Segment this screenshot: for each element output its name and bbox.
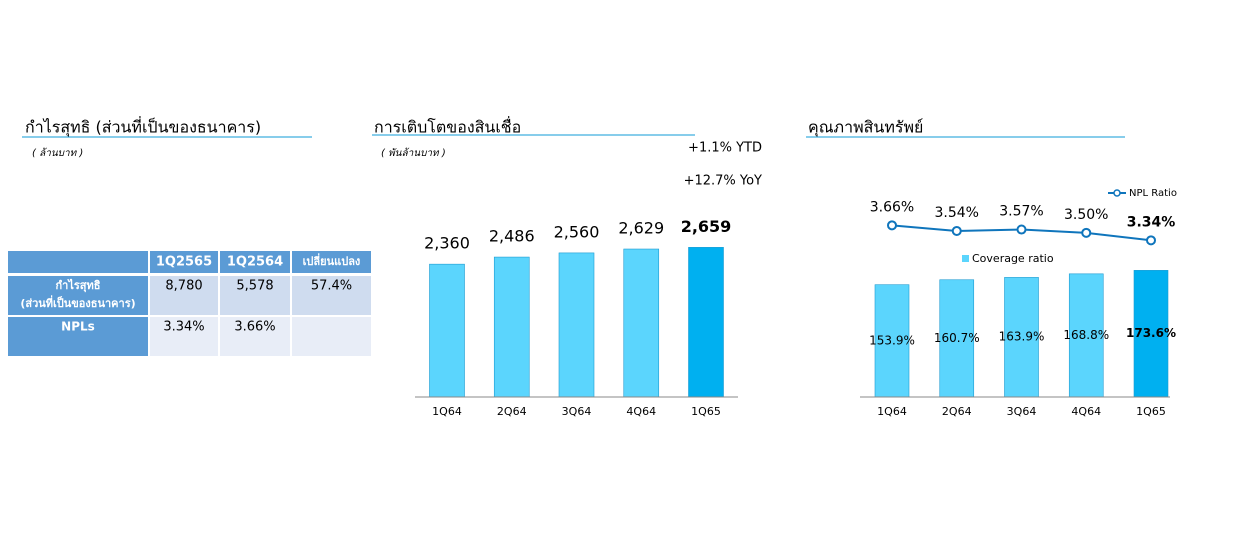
bar: [1133, 270, 1169, 398]
table-header-cell: [150, 251, 218, 273]
data-label: 2,486: [489, 227, 535, 246]
x-tick-label: 2Q64: [942, 405, 972, 418]
bar: [1004, 277, 1039, 398]
table-header-cell: [220, 251, 290, 273]
legend-label: NPL Ratio: [1129, 188, 1177, 199]
table-cell: [8, 317, 148, 356]
table-header-cell: [292, 251, 371, 273]
data-label: 168.8%: [1063, 328, 1109, 342]
x-tick-label: 1Q64: [877, 405, 907, 418]
data-label: 3.34%: [1127, 214, 1176, 230]
table-cell: [8, 276, 148, 315]
table-cell: [292, 276, 371, 315]
section-title: กำไรสุทธิ (ส่วนที่เป็นของธนาคาร): [25, 116, 261, 138]
section-title: คุณภาพสินทรัพย์: [808, 118, 923, 138]
table-cell-text: 3.34%: [163, 320, 204, 335]
x-tick-label: 1Q64: [432, 405, 462, 418]
table-cell: [150, 317, 218, 356]
data-label: 3.50%: [1064, 207, 1108, 223]
legend-swatch: [962, 255, 969, 262]
bar: [939, 279, 975, 398]
x-tick-label: 3Q64: [562, 405, 592, 418]
bar: [874, 284, 910, 398]
annotation: +1.1% YTD: [688, 141, 762, 156]
unit-label: ( พันล้านบาท ): [381, 147, 446, 159]
x-tick-label: 1Q65: [1136, 405, 1166, 418]
table-header-cell: [8, 251, 148, 273]
x-tick-label: 3Q64: [1007, 405, 1037, 418]
bar: [688, 247, 724, 398]
table-header-text: 1Q2565: [156, 255, 212, 270]
x-tick-label: 4Q64: [626, 405, 656, 418]
legend-label: Coverage ratio: [972, 252, 1054, 265]
line-marker: [1081, 227, 1092, 238]
bar: [1068, 273, 1104, 398]
table-cell-text: 3.66%: [234, 320, 275, 335]
section-title: การเติบโตของสินเชื่อ: [374, 116, 521, 137]
table-cell: [292, 317, 371, 356]
data-label: 173.6%: [1126, 326, 1176, 340]
line-marker: [1016, 224, 1027, 235]
bar: [429, 263, 465, 398]
table-cell: [150, 276, 218, 315]
table-cell-text: 8,780: [165, 279, 202, 294]
line-marker: [1146, 235, 1156, 246]
data-label: 3.57%: [999, 204, 1043, 220]
line-marker: [951, 225, 962, 236]
table-cell-text: 57.4%: [311, 279, 352, 294]
unit-label: ( ล้านบาท ): [32, 147, 83, 159]
data-label: 2,560: [554, 222, 600, 241]
table-cell: [220, 317, 290, 356]
x-tick-label: 1Q65: [691, 405, 721, 418]
data-label: 2,659: [681, 217, 732, 236]
x-tick-label: 4Q64: [1071, 405, 1101, 418]
annotation: +12.7% YoY: [684, 174, 762, 189]
table-row-label: NPLs: [61, 320, 95, 334]
table-row-label: (ส่วนที่เป็นของธนาคาร): [20, 295, 135, 310]
table-cell-text: 5,578: [236, 279, 273, 294]
data-label: 163.9%: [999, 330, 1045, 344]
data-label: 3.66%: [870, 199, 914, 215]
bar: [623, 248, 660, 398]
bar: [558, 252, 595, 398]
data-label: 3.54%: [935, 205, 979, 221]
data-label: 153.9%: [869, 333, 915, 347]
data-label: 160.7%: [934, 331, 980, 345]
bar: [493, 256, 530, 398]
table-header-text: 1Q2564: [227, 255, 283, 270]
table-header-text: เปลี่ยนแปลง: [303, 253, 361, 268]
x-tick-label: 2Q64: [497, 405, 527, 418]
line-marker: [887, 220, 897, 231]
data-label: 2,629: [618, 219, 664, 238]
table-cell: [220, 276, 290, 315]
table-row-label: กำไรสุทธิ: [56, 278, 101, 293]
data-label: 2,360: [424, 234, 470, 253]
legend-marker: [1113, 189, 1121, 197]
